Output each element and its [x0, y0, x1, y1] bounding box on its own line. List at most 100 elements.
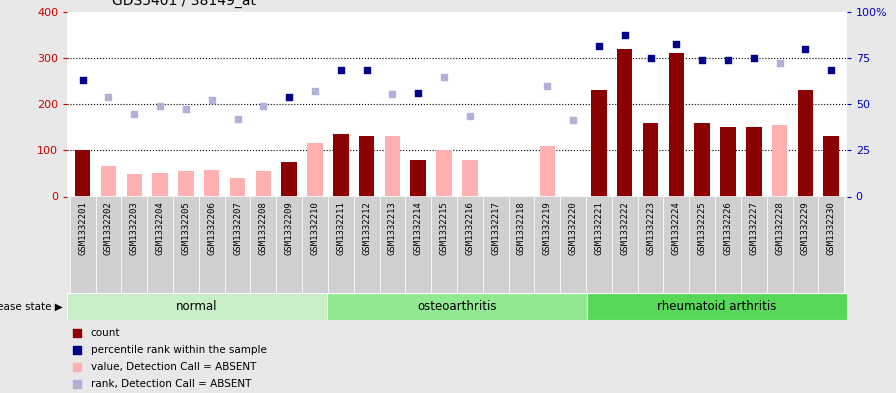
Point: [437, 74, 452, 81]
Text: GSM1332207: GSM1332207: [233, 201, 242, 255]
Point: [746, 55, 761, 61]
Bar: [126, 174, 142, 196]
Text: GSM1332223: GSM1332223: [646, 201, 655, 255]
Bar: [587, 293, 847, 320]
Text: GSM1332226: GSM1332226: [723, 201, 733, 255]
Bar: [720, 127, 736, 196]
Bar: [173, 196, 199, 293]
Text: GSM1332213: GSM1332213: [388, 201, 397, 255]
Text: GSM1332206: GSM1332206: [207, 201, 216, 255]
Bar: [612, 196, 638, 293]
Text: GSM1332215: GSM1332215: [440, 201, 449, 255]
Point: [179, 106, 194, 112]
Bar: [276, 196, 302, 293]
Bar: [384, 136, 401, 196]
Bar: [178, 171, 194, 196]
Text: rank, Detection Call = ABSENT: rank, Detection Call = ABSENT: [90, 379, 251, 389]
Text: GSM1332220: GSM1332220: [569, 201, 578, 255]
Text: GSM1332219: GSM1332219: [543, 201, 552, 255]
Text: GSM1332210: GSM1332210: [311, 201, 320, 255]
Point: [540, 83, 555, 89]
Text: GSM1332201: GSM1332201: [78, 201, 87, 255]
Point: [591, 43, 606, 50]
Text: GSM1332218: GSM1332218: [517, 201, 526, 255]
Point: [75, 77, 90, 83]
Point: [617, 32, 632, 38]
Text: GSM1332216: GSM1332216: [465, 201, 474, 255]
Bar: [70, 196, 96, 293]
Bar: [668, 53, 685, 196]
Text: GSM1332214: GSM1332214: [414, 201, 423, 255]
Bar: [642, 123, 659, 196]
Bar: [741, 196, 767, 293]
Point: [720, 57, 735, 63]
Point: [308, 88, 323, 94]
Bar: [100, 167, 116, 196]
Bar: [67, 293, 327, 320]
Bar: [152, 173, 168, 196]
Text: rheumatoid arthritis: rheumatoid arthritis: [657, 300, 777, 313]
Text: GSM1332212: GSM1332212: [362, 201, 371, 255]
Text: GSM1332222: GSM1332222: [620, 201, 629, 255]
Bar: [75, 150, 90, 196]
Point: [385, 91, 400, 97]
Text: GSM1332203: GSM1332203: [130, 201, 139, 255]
Bar: [483, 196, 509, 293]
Text: value, Detection Call = ABSENT: value, Detection Call = ABSENT: [90, 362, 256, 372]
Bar: [436, 150, 452, 196]
Text: disease state ▶: disease state ▶: [0, 301, 63, 312]
Point: [535, 274, 549, 281]
Point: [101, 94, 116, 100]
Text: GDS5401 / 38149_at: GDS5401 / 38149_at: [112, 0, 256, 8]
Text: normal: normal: [177, 300, 218, 313]
Text: GSM1332221: GSM1332221: [594, 201, 603, 255]
Point: [798, 46, 813, 52]
Bar: [302, 196, 328, 293]
Point: [230, 116, 245, 122]
Text: GSM1332202: GSM1332202: [104, 201, 113, 255]
Bar: [771, 125, 788, 196]
Bar: [793, 196, 818, 293]
Text: GSM1332227: GSM1332227: [749, 201, 758, 255]
Bar: [333, 134, 349, 196]
Bar: [225, 196, 251, 293]
Text: GSM1332230: GSM1332230: [827, 201, 836, 255]
Bar: [354, 196, 380, 293]
Bar: [328, 196, 354, 293]
Point: [411, 90, 426, 96]
Point: [282, 94, 297, 100]
Text: GSM1332229: GSM1332229: [801, 201, 810, 255]
Bar: [694, 123, 710, 196]
Bar: [534, 196, 560, 293]
Bar: [617, 49, 633, 196]
Point: [256, 103, 271, 109]
Point: [824, 66, 839, 73]
Point: [535, 120, 549, 126]
Bar: [281, 162, 297, 196]
Point: [127, 111, 142, 118]
Bar: [457, 196, 483, 293]
Text: GSM1332225: GSM1332225: [698, 201, 707, 255]
Bar: [638, 196, 663, 293]
Bar: [818, 196, 844, 293]
Bar: [147, 196, 173, 293]
Bar: [96, 196, 121, 293]
Bar: [359, 136, 375, 196]
Text: osteoarthritis: osteoarthritis: [418, 300, 496, 313]
Point: [695, 57, 710, 63]
Bar: [663, 196, 689, 293]
Bar: [410, 160, 426, 196]
Point: [772, 59, 787, 66]
Text: GSM1332228: GSM1332228: [775, 201, 784, 255]
Point: [566, 117, 581, 123]
Bar: [689, 196, 715, 293]
Bar: [121, 196, 147, 293]
Point: [333, 66, 348, 73]
Text: percentile rank within the sample: percentile rank within the sample: [90, 345, 266, 355]
Bar: [746, 127, 762, 196]
Text: GSM1332204: GSM1332204: [156, 201, 165, 255]
Bar: [462, 160, 478, 196]
Bar: [823, 136, 839, 196]
Bar: [797, 90, 814, 196]
Bar: [255, 171, 271, 196]
